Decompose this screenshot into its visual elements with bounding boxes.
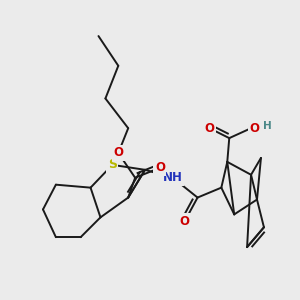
Text: NH: NH: [163, 171, 183, 184]
Text: O: O: [155, 161, 165, 174]
Text: O: O: [249, 122, 259, 135]
Text: O: O: [180, 215, 190, 228]
Text: O: O: [204, 122, 214, 135]
Text: H: H: [262, 121, 271, 131]
Text: S: S: [108, 158, 117, 171]
Text: O: O: [113, 146, 123, 160]
